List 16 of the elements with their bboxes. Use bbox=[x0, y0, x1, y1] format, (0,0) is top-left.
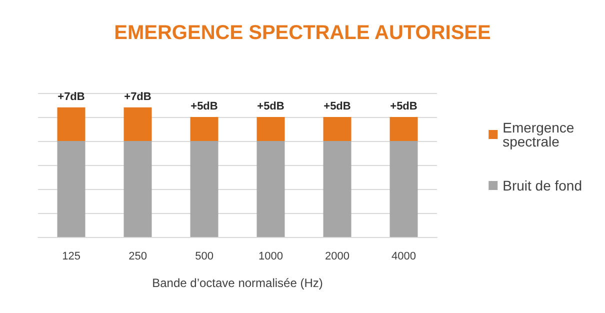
x-tick-label: 125 bbox=[62, 250, 80, 262]
x-tick-label: 2000 bbox=[325, 250, 350, 262]
x-tick-label: 1000 bbox=[258, 250, 283, 262]
x-tick-label: 4000 bbox=[392, 250, 416, 262]
chart-title: EMERGENCE SPECTRALE AUTORISEE bbox=[114, 22, 491, 44]
legend-label: Bruit de fond bbox=[502, 178, 582, 194]
legend-label: Emergence spectrale bbox=[502, 120, 578, 150]
data-label: +7dB bbox=[124, 90, 152, 103]
data-label: +5dB bbox=[190, 100, 218, 112]
data-label: +5dB bbox=[324, 100, 351, 112]
x-tick-label: 500 bbox=[195, 250, 214, 262]
data-label: +5dB bbox=[390, 100, 418, 112]
data-label: +5dB bbox=[257, 100, 284, 112]
data-label: +7dB bbox=[58, 90, 85, 103]
x-tick-label: 250 bbox=[128, 250, 147, 262]
x-axis-title: Bande d’octave normalisée (Hz) bbox=[152, 276, 323, 290]
